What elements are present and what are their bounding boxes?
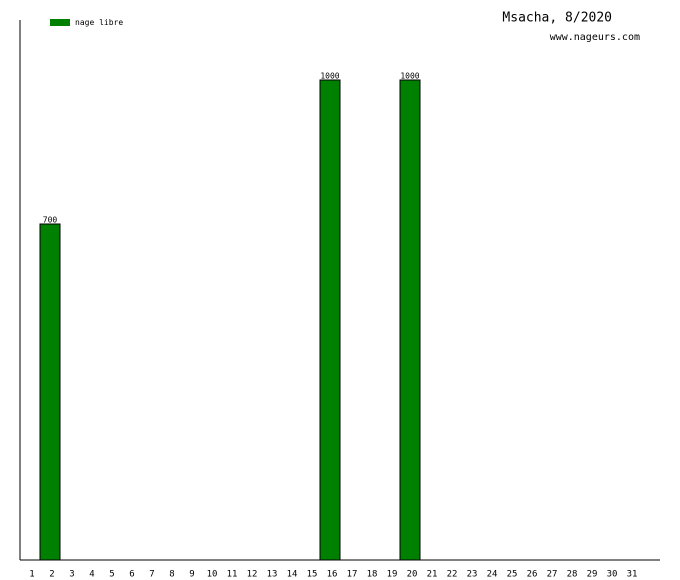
x-tick-label: 31 [627, 570, 638, 580]
x-tick-label: 25 [507, 570, 518, 580]
x-tick-label: 30 [607, 570, 618, 580]
x-tick-label: 26 [527, 570, 538, 580]
x-tick-label: 12 [247, 570, 258, 580]
bar [399, 79, 421, 561]
legend-swatch [50, 19, 70, 26]
x-tick-label: 16 [327, 570, 338, 580]
x-tick-label: 5 [109, 570, 114, 580]
x-tick-label: 28 [567, 570, 578, 580]
bar [39, 223, 61, 561]
x-tick-label: 14 [287, 570, 298, 580]
x-tick-label: 13 [267, 570, 278, 580]
legend-label: nage libre [75, 18, 123, 27]
x-tick-label: 1 [29, 570, 34, 580]
x-tick-label: 7 [149, 570, 154, 580]
x-tick-label: 27 [547, 570, 558, 580]
x-tick-label: 29 [587, 570, 598, 580]
value-label: 700 [43, 216, 58, 225]
x-tick-label: 22 [447, 570, 458, 580]
x-tick-label: 17 [347, 570, 358, 580]
value-label: 1000 [320, 72, 339, 81]
x-tick-label: 19 [387, 570, 398, 580]
value-label: 1000 [400, 72, 419, 81]
x-tick-label: 6 [129, 570, 134, 580]
chart-title: Msacha, 8/2020 [502, 11, 612, 26]
x-tick-label: 11 [227, 570, 238, 580]
x-tick-label: 23 [467, 570, 478, 580]
x-tick-label: 4 [89, 570, 94, 580]
x-tick-label: 3 [69, 570, 74, 580]
x-tick-label: 24 [487, 570, 498, 580]
x-tick-label: 9 [189, 570, 194, 580]
bar [319, 79, 341, 561]
x-tick-label: 2 [49, 570, 54, 580]
x-tick-label: 21 [427, 570, 438, 580]
x-tick-label: 15 [307, 570, 318, 580]
x-tick-label: 8 [169, 570, 174, 580]
x-tick-label: 10 [207, 570, 218, 580]
x-tick-label: 18 [367, 570, 378, 580]
x-tick-label: 20 [407, 570, 418, 580]
chart-subtitle: www.nageurs.com [550, 32, 640, 43]
